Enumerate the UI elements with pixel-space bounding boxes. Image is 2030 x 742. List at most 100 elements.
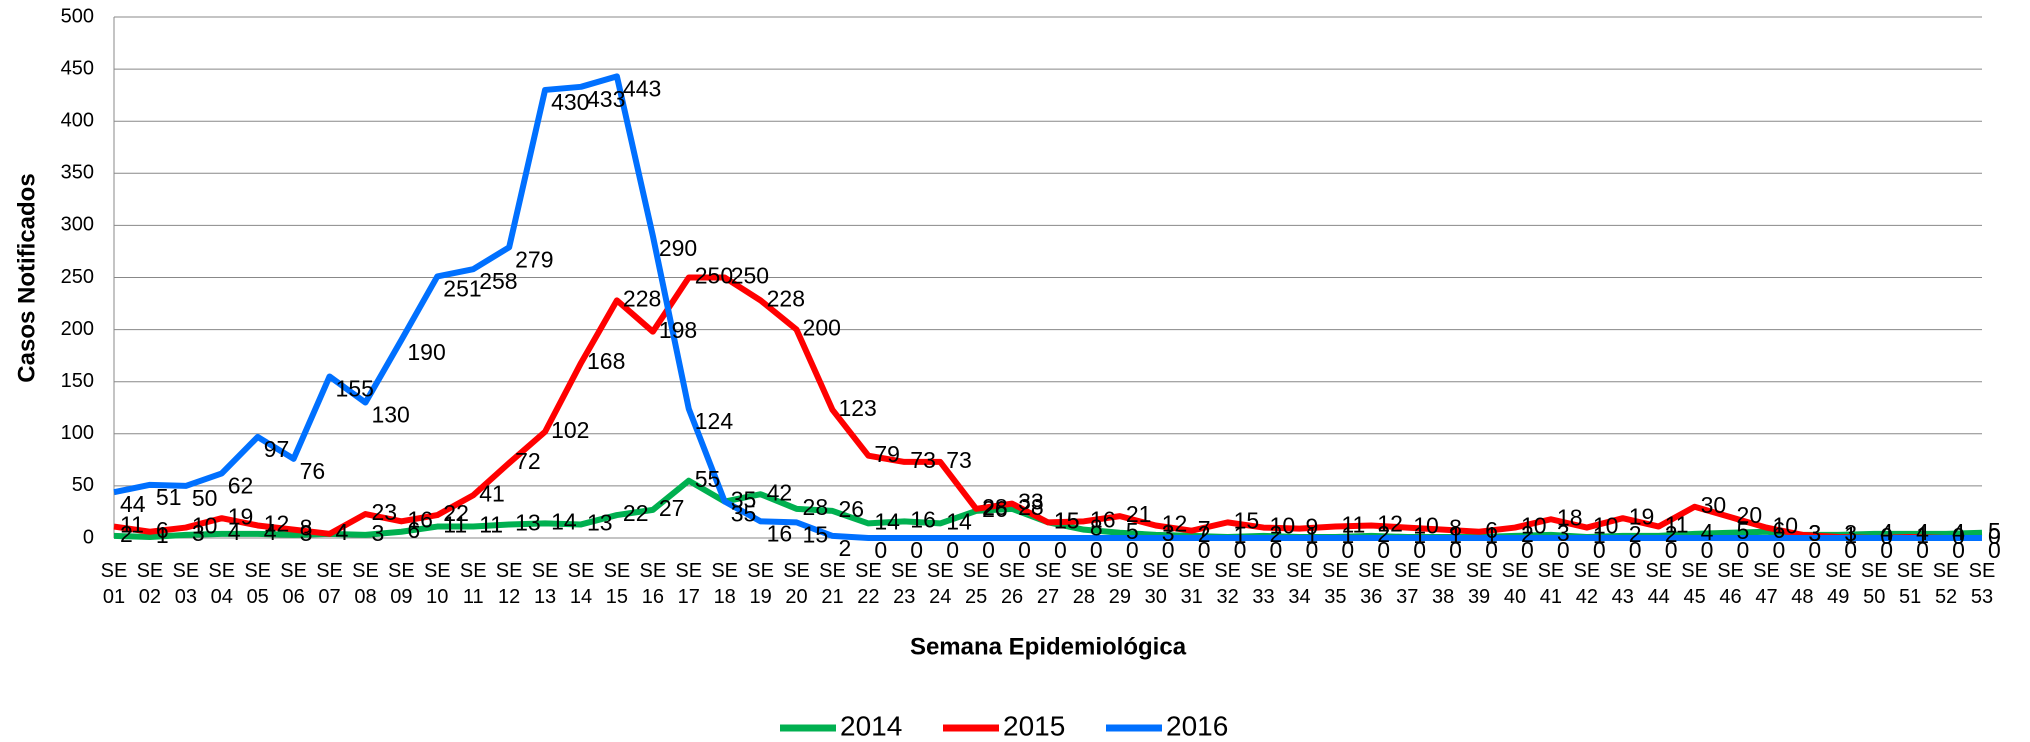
data-label: 1 [1916,522,1929,548]
data-label: 1 [1593,522,1606,548]
x-tick-label: SE 40 [1501,560,1529,608]
x-tick-label: SE 31 [1178,560,1206,608]
data-label: 3 [1808,520,1821,546]
data-label: 26 [838,496,864,522]
y-axis-title: Casos Notificados [13,173,40,382]
line-series [113,274,1982,541]
data-label: 4 [336,519,349,545]
data-label: 23 [371,499,397,525]
data-label: 0 [1521,537,1534,563]
x-tick-label: SE 12 [495,560,523,608]
data-label: 0 [1916,537,1929,563]
data-label: 79 [874,441,900,467]
legend-label: 2016 [1166,710,1228,741]
data-label: 16 [910,506,936,532]
data-label: 0 [1952,523,1965,549]
data-label: 290 [659,235,697,261]
data-label: 7 [1198,516,1211,542]
data-label: 0 [1198,537,1211,563]
data-label: 168 [587,348,625,374]
data-label: 0 [874,537,887,563]
data-label: 16 [1090,506,1116,532]
data-label: 0 [1629,537,1642,563]
data-label: 4 [1701,519,1714,545]
data-label: 443 [623,75,661,101]
x-tick-label: SE 36 [1357,560,1385,608]
x-tick-label: SE 27 [1034,560,1062,608]
x-tick-label: SE 39 [1465,560,1493,608]
x-tick-label: SE 44 [1645,560,1673,608]
data-label: 55 [695,466,721,492]
x-tick-label: SE 10 [423,560,451,608]
data-label: 18 [1557,504,1583,530]
data-label: 2 [1629,521,1642,547]
data-label: 2 [1377,521,1390,547]
data-label: 73 [910,447,936,473]
x-tick-label: SE 53 [1968,560,1996,608]
data-label: 11 [1341,512,1365,538]
data-label: 10 [1772,513,1798,539]
data-label: 0 [1952,537,1965,563]
data-label: 4 [264,519,277,545]
data-label: 1 [156,522,169,548]
data-label: 0 [1701,537,1714,563]
data-label: 1 [1305,522,1318,548]
data-label: 14 [551,508,577,534]
data-label: 5 [1737,518,1750,544]
data-label: 10 [1593,513,1619,539]
x-tick-label: SE 21 [819,560,846,608]
data-label: 228 [767,286,805,312]
x-tick-label: SE 07 [316,560,343,608]
y-tick-label: 300 [61,214,94,236]
data-label: 19 [1629,503,1655,529]
data-label: 0 [1341,537,1354,563]
data-label: 1 [1413,522,1426,548]
data-label: 3 [371,520,384,546]
data-label: 97 [264,436,290,462]
data-label: 50 [192,485,218,511]
data-label: 1 [1449,522,1462,548]
data-label: 0 [1772,537,1785,563]
data-label: 16 [767,520,793,546]
data-label: 279 [515,246,553,272]
x-tick-label: SE 14 [567,560,595,608]
data-label: 251 [443,276,481,302]
data-label: 228 [623,286,661,312]
data-label: 0 [1988,523,2001,549]
x-tick-label: SE 28 [1070,560,1098,608]
x-tick-label: SE 51 [1896,560,1924,608]
data-label: 15 [1054,507,1080,533]
data-label: 19 [228,503,254,529]
data-label: 2 [1198,521,1211,547]
data-label: 4 [228,519,241,545]
data-label: 0 [1234,537,1247,563]
data-label: 6 [1772,517,1785,543]
data-label: 0 [1090,537,1103,563]
x-tick-label: SE 30 [1142,560,1170,608]
data-label: 3 [1162,520,1175,546]
data-label: 8 [300,515,313,541]
data-label: 76 [300,458,326,484]
data-label: 26 [982,496,1008,522]
data-label: 28 [803,494,829,520]
x-tick-label: SE 08 [352,560,379,608]
data-label: 2 [120,521,133,547]
y-tick-label: 100 [61,422,94,444]
data-label: 13 [515,510,541,536]
x-tick-label: SE 09 [388,560,415,608]
data-label: 0 [982,537,995,563]
data-label: 33 [1018,489,1044,515]
data-label: 13 [587,510,613,536]
data-label: 2 [1270,521,1283,547]
x-tick-label: SE 29 [1106,560,1134,608]
data-label: 11 [443,512,467,538]
data-label: 14 [874,508,900,534]
data-label: 0 [1270,537,1283,563]
data-label: 2 [838,535,851,561]
data-label: 10 [192,513,218,539]
legend-label: 2015 [1003,710,1065,741]
data-label: 16 [407,506,433,532]
data-label: 4 [1916,519,1929,545]
data-label: 6 [407,517,420,543]
line-series [113,73,1982,541]
